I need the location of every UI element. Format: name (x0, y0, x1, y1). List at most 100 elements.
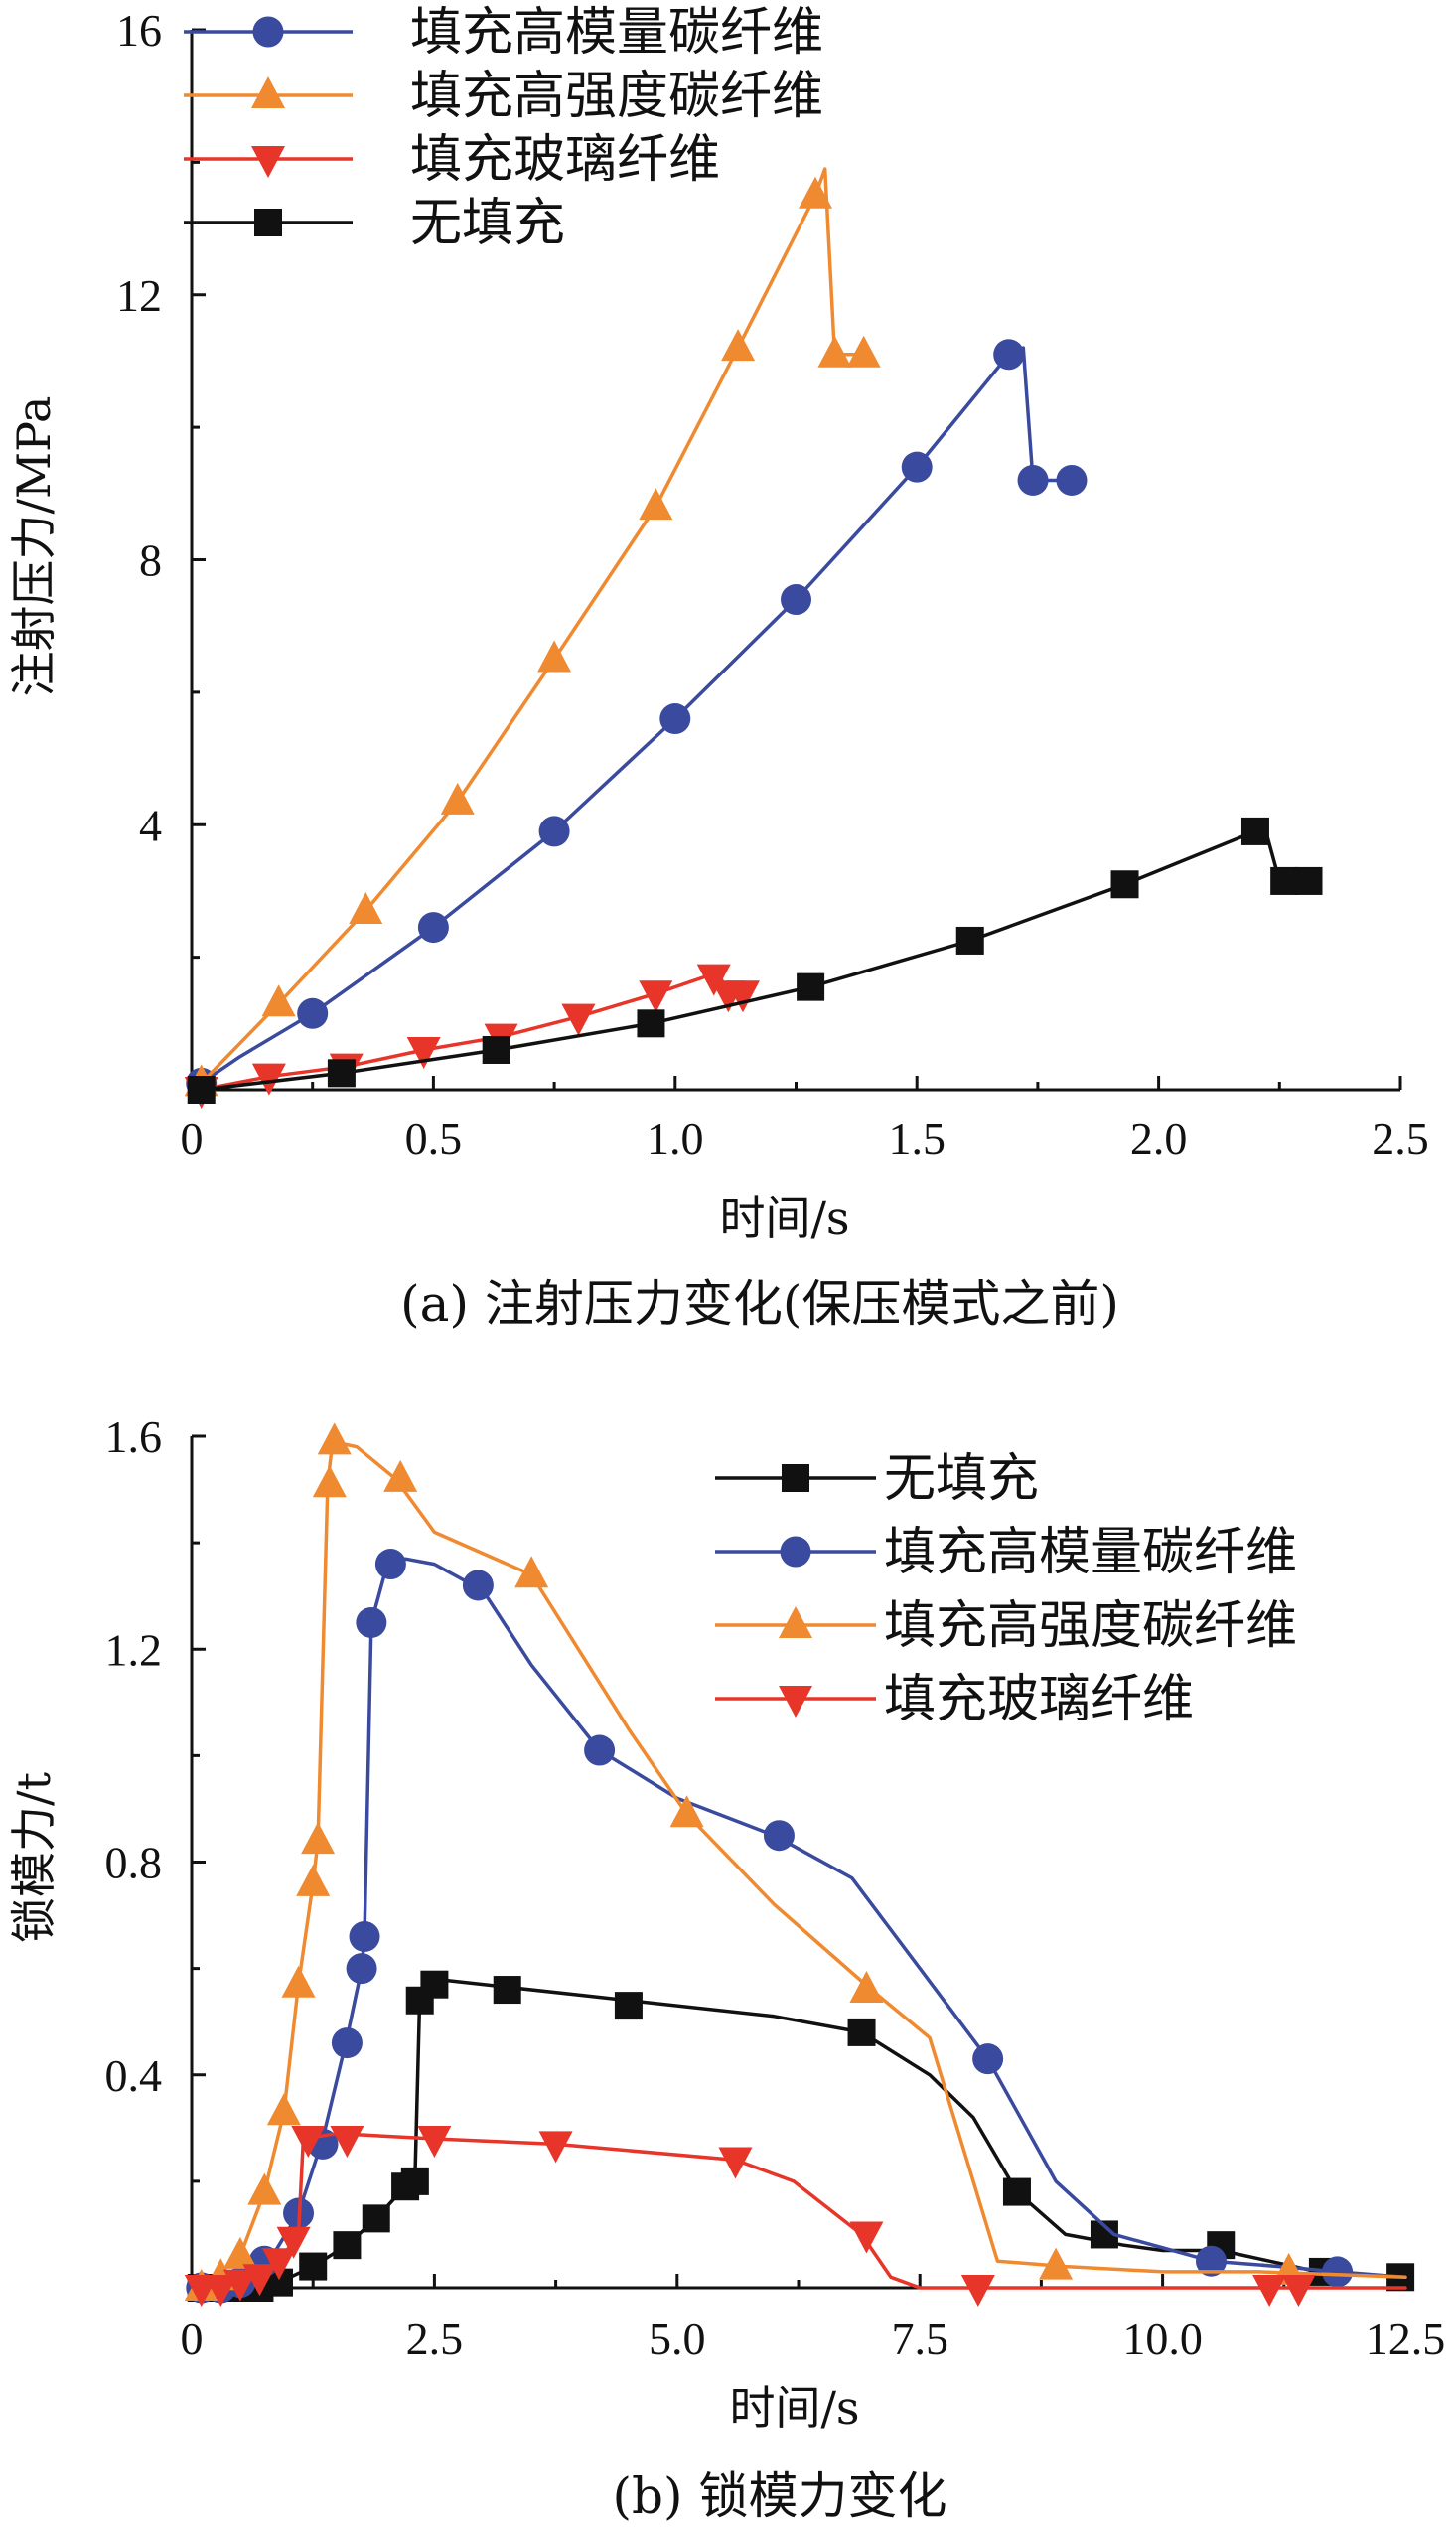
chart-a-series-1-point (817, 335, 852, 368)
chart-b-y-tick-label: 1.6 (105, 1412, 163, 1462)
chart-a-legend-item: 无填充 (184, 194, 565, 253)
chart-a-series-1-point (639, 488, 673, 521)
chart-b-series-3-point (1281, 2275, 1316, 2307)
chart-a-legend-marker (251, 146, 285, 178)
chart-b-series-0-point (493, 1976, 521, 2005)
chart-b-series-3-point (718, 2147, 753, 2179)
chart-a-legend-marker (254, 209, 282, 236)
chart-b-series-1-point (462, 1570, 494, 1601)
chart-b-legend-label: 填充高强度碳纤维 (884, 1596, 1297, 1656)
chart-a-series-3-point (327, 1059, 356, 1088)
chart-a-series-3-point (1110, 870, 1139, 899)
chart-a-series-1-point (440, 782, 475, 815)
chart-b-series-1-point (349, 1920, 380, 1952)
chart-a-x-tick-label: 1.5 (888, 1114, 946, 1164)
chart-b-series-1-point (1195, 2245, 1227, 2277)
chart-a-series-0-line (199, 346, 1074, 1086)
chart-a-legend-label: 填充高模量碳纤维 (410, 3, 823, 63)
chart-b-legend-item: 无填充 (715, 1449, 1039, 1509)
chart-a-series-1-line (199, 167, 866, 1086)
chart-a-series-1-point (721, 329, 756, 362)
chart-b-series-2-point (281, 1965, 316, 1998)
chart-b-caption: (b) 锁模力变化 (613, 2467, 947, 2525)
chart-b-series-1-point (346, 1953, 377, 1985)
chart-a-series-0-point (1056, 464, 1088, 496)
chart-b-series-0-point (400, 2167, 429, 2195)
chart-b-series-2-point (383, 1459, 418, 1492)
chart-a-series-1-point (349, 891, 383, 924)
chart-b-series-3-point (204, 2275, 238, 2307)
chart-b-legend-item: 填充高强度碳纤维 (715, 1596, 1297, 1656)
chart-a-series-2-point (696, 964, 731, 996)
chart-a-series-2-point (251, 1063, 286, 1096)
chart-b-clamping-force: 锁模力/t 时间/s (b) 锁模力变化 0 2.5 5.0 7.5 10.0 12.5 0… (7, 1412, 1445, 2525)
chart-a-series-3-point (797, 972, 825, 1001)
chart-b-series-2-point (222, 2236, 257, 2269)
chart-a-legend-item: 填充玻璃纤维 (184, 130, 720, 190)
chart-a-legend-item: 填充高模量碳纤维 (184, 3, 823, 63)
chart-b-series-0-point (1002, 2177, 1031, 2206)
chart-b-ylabel: 锁模力/t (7, 1771, 61, 1942)
chart-a-series-3-point (1294, 866, 1323, 895)
chart-a-x-tick-label: 0 (181, 1114, 204, 1164)
chart-b-series-0-point (362, 2204, 390, 2233)
chart-b-series-0 (187, 1970, 1415, 2302)
chart-a-y-tick-label: 4 (139, 800, 162, 850)
chart-a-legend-label: 填充高强度碳纤维 (410, 67, 823, 126)
chart-b-series-3-point (330, 2126, 364, 2159)
chart-a-series-2-point (639, 980, 673, 1013)
chart-a-caption: (a) 注射压力变化(保压模式之前) (400, 1275, 1119, 1333)
chart-b-legend-item: 填充高模量碳纤维 (715, 1523, 1297, 1582)
chart-a-series-2-point (406, 1036, 441, 1069)
chart-b-series-2-point (301, 1822, 336, 1855)
chart-a-legend-marker (251, 76, 285, 108)
chart-a-series-3-point (482, 1035, 510, 1064)
chart-a-series-3-point (955, 926, 984, 955)
chart-a-series-1-point (537, 640, 572, 673)
chart-a-series-1-point (261, 984, 296, 1017)
chart-a-x-tick-label: 2.0 (1130, 1114, 1188, 1164)
chart-b-x-tick-label: 0 (181, 2314, 204, 2364)
chart-b-series-1-point (1322, 2256, 1354, 2288)
chart-a-series-1-point (846, 335, 881, 368)
chart-b-series-2-point (1039, 2247, 1074, 2280)
chart-b-legend-marker (782, 1464, 809, 1492)
chart-b-y-tick-label: 1.2 (105, 1624, 163, 1675)
chart-b-series-layer (184, 1422, 1415, 2307)
chart-b-series-1-point (972, 2043, 1004, 2075)
chart-a-y-tick-label: 16 (116, 5, 162, 56)
chart-a-series-2-point (725, 980, 760, 1013)
chart-b-series-2-point (296, 1864, 331, 1896)
chart-b-series-0-point (333, 2231, 362, 2260)
chart-b-series-2-point (849, 1971, 884, 2004)
chart-b-series-3-point (261, 2248, 296, 2281)
chart-a-series-0-point (297, 997, 329, 1029)
chart-a-legend-marker (252, 16, 284, 48)
chart-a-legend-label: 填充玻璃纤维 (410, 130, 720, 190)
chart-b-legend-marker (780, 1536, 811, 1568)
chart-b-legend-marker (779, 1686, 812, 1718)
chart-b-series-0-point (614, 1992, 643, 2020)
chart-a-series-3-point (187, 1076, 216, 1104)
chart-b-series-3-point (222, 2269, 257, 2302)
chart-b-series-2-point (669, 1795, 704, 1828)
chart-b-series-3 (184, 2126, 1407, 2307)
chart-a-series-3-point (1270, 866, 1299, 895)
chart-a-ylabel: 注射压力/MPa (7, 396, 61, 697)
chart-a-legend-label: 无填充 (410, 194, 565, 253)
chart-a-ticks: 0 0.5 1.0 1.5 2.0 2.5 4 8 12 16 (116, 5, 1429, 1164)
chart-a-series-0-point (417, 912, 449, 944)
chart-b-series-2-line (200, 1439, 1407, 2290)
chart-b-series-3-point (291, 2126, 326, 2159)
chart-b-x-tick-label: 2.5 (406, 2314, 464, 2364)
chart-a-series-0-point (781, 584, 811, 616)
chart-b-series-3-point (417, 2126, 452, 2159)
chart-b-series-1 (186, 1549, 1407, 2304)
chart-a-x-tick-label: 0.5 (405, 1114, 463, 1164)
chart-b-series-1-line (200, 1557, 1407, 2290)
chart-a-series-0-point (1017, 464, 1049, 496)
chart-a-legend-item: 填充高强度碳纤维 (184, 67, 823, 126)
chart-a-series-0-point (538, 816, 570, 847)
chart-b-series-1-point (584, 1734, 616, 1766)
